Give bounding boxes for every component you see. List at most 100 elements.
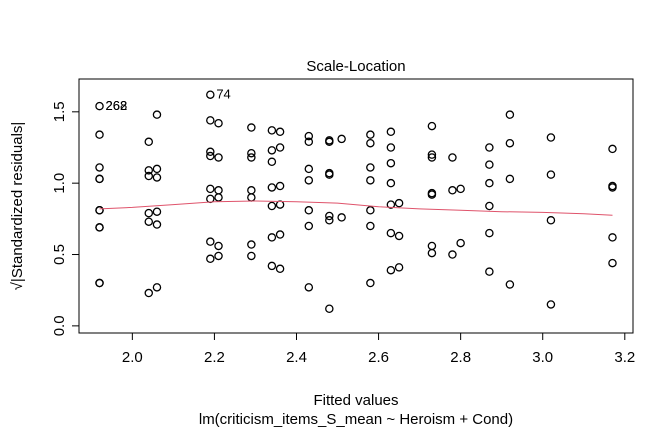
data-point — [485, 143, 494, 152]
data-point — [95, 130, 104, 139]
data-point — [366, 221, 375, 231]
data-point — [152, 164, 162, 174]
data-point — [304, 131, 314, 141]
chart-title: Scale-Location — [306, 58, 405, 75]
data-point — [206, 237, 215, 246]
data-point — [275, 181, 285, 191]
data-point — [144, 171, 154, 181]
point-id-label: 74 — [216, 87, 230, 102]
data-point — [448, 186, 457, 195]
data-point — [394, 263, 404, 272]
data-point — [427, 121, 437, 131]
data-point — [152, 207, 162, 216]
data-point — [505, 174, 515, 184]
data-point — [366, 130, 375, 139]
data-point — [206, 90, 215, 99]
data-point — [304, 206, 314, 215]
data-point — [144, 137, 154, 147]
y-axis: 0.0 0.5 1.0 1.5 — [51, 101, 80, 336]
y-tick-label: 0.0 — [51, 315, 68, 336]
data-point — [95, 278, 104, 288]
data-point — [485, 201, 494, 211]
data-point — [456, 238, 465, 248]
data-point — [206, 147, 215, 157]
data-point — [267, 261, 277, 271]
data-point — [206, 184, 215, 194]
x-axis-subtitle: lm(criticism_items_S_mean ~ Heroism + Co… — [199, 411, 513, 428]
x-tick-label: 2.8 — [450, 349, 471, 366]
data-point — [427, 248, 437, 258]
data-point — [546, 133, 556, 142]
x-tick-label: 3.2 — [614, 349, 635, 366]
data-point — [456, 184, 465, 194]
data-point — [95, 163, 104, 172]
data-point — [267, 183, 277, 192]
data-point — [206, 116, 215, 125]
data-point — [448, 153, 457, 162]
data-point — [337, 213, 346, 222]
data-point — [275, 127, 285, 137]
data-point — [427, 190, 437, 199]
point-id-label: 262 — [106, 98, 128, 113]
data-point — [505, 138, 515, 148]
data-point — [366, 163, 375, 172]
data-point — [267, 146, 277, 155]
data-point — [386, 143, 396, 152]
data-point — [366, 206, 375, 215]
data-point — [325, 304, 334, 313]
data-point — [95, 206, 104, 215]
data-point — [325, 170, 334, 179]
smooth-trend-line — [99, 200, 613, 216]
data-point — [485, 178, 494, 188]
data-point — [247, 240, 256, 249]
data-point — [144, 166, 154, 175]
data-point — [304, 283, 314, 292]
data-point — [214, 241, 223, 251]
data-point — [386, 178, 396, 188]
data-point — [214, 193, 223, 202]
point-id-label: 268 — [106, 98, 128, 113]
data-point — [247, 123, 256, 132]
y-axis-label: √|Standardized residuals| — [9, 122, 26, 291]
data-point — [485, 228, 494, 238]
data-point — [427, 153, 437, 162]
data-point — [267, 233, 277, 242]
data-point — [152, 283, 162, 292]
data-point — [214, 251, 223, 261]
data-point — [337, 134, 346, 144]
data-point — [247, 148, 256, 158]
data-point — [95, 101, 104, 111]
data-point — [152, 110, 162, 119]
data-point — [386, 200, 396, 209]
x-tick-label: 2.0 — [122, 349, 143, 366]
data-point — [206, 151, 215, 161]
data-point — [275, 230, 285, 239]
data-point — [304, 164, 314, 174]
data-point — [546, 170, 556, 179]
data-point — [247, 251, 256, 261]
data-point — [304, 137, 314, 147]
data-point — [95, 174, 104, 184]
data-point — [214, 118, 223, 128]
data-point — [386, 265, 396, 275]
data-point — [394, 231, 404, 241]
data-point — [304, 221, 314, 231]
x-axis-label: Fitted values — [313, 392, 398, 409]
data-point — [206, 254, 215, 264]
data-point — [366, 176, 375, 185]
data-point — [325, 137, 334, 147]
data-point — [325, 211, 334, 221]
data-points — [95, 90, 617, 313]
data-point — [505, 280, 515, 289]
data-point — [267, 201, 277, 211]
data-point — [275, 143, 285, 152]
data-point — [608, 183, 617, 192]
data-point — [95, 223, 104, 232]
data-point — [608, 258, 617, 268]
y-tick-label: 0.5 — [51, 244, 68, 265]
data-point — [394, 198, 404, 208]
data-point — [144, 208, 154, 218]
